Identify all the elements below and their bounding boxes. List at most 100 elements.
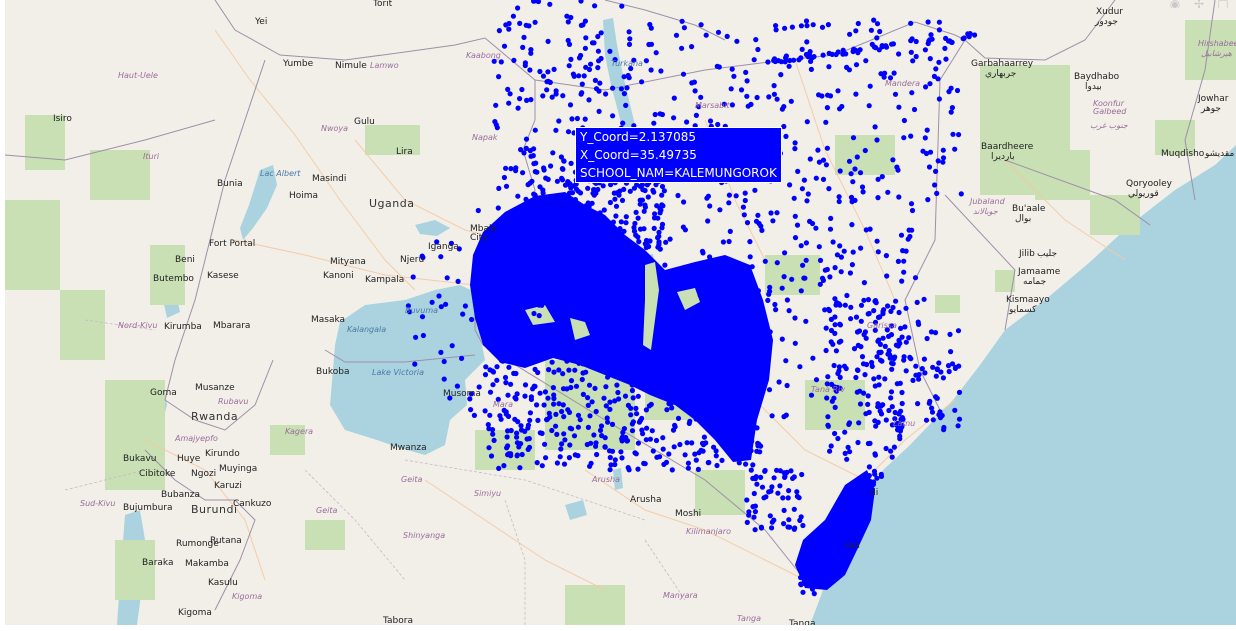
school-point[interactable]: [719, 310, 725, 316]
school-point[interactable]: [565, 19, 571, 25]
school-point[interactable]: [630, 419, 637, 425]
school-point[interactable]: [751, 57, 757, 63]
school-point[interactable]: [693, 416, 699, 422]
school-point[interactable]: [520, 44, 526, 51]
school-point[interactable]: [702, 396, 708, 402]
school-point[interactable]: [672, 422, 678, 428]
school-point[interactable]: [901, 354, 907, 360]
school-point[interactable]: [496, 185, 502, 191]
school-point[interactable]: [485, 422, 491, 428]
school-point[interactable]: [551, 369, 557, 375]
school-point[interactable]: [741, 447, 747, 453]
school-point[interactable]: [916, 372, 922, 378]
school-point[interactable]: [447, 395, 453, 401]
school-point[interactable]: [648, 41, 655, 47]
school-point[interactable]: [496, 465, 502, 471]
school-point[interactable]: [562, 437, 568, 443]
school-point[interactable]: [585, 361, 591, 368]
school-point[interactable]: [771, 517, 777, 523]
school-point[interactable]: [952, 146, 958, 152]
school-point[interactable]: [946, 368, 952, 375]
school-point[interactable]: [846, 421, 852, 427]
school-point[interactable]: [498, 59, 504, 65]
school-point[interactable]: [788, 468, 794, 474]
school-point[interactable]: [615, 389, 621, 396]
school-point[interactable]: [670, 376, 676, 382]
school-point[interactable]: [803, 318, 809, 324]
school-point[interactable]: [808, 66, 815, 72]
school-point[interactable]: [667, 236, 673, 242]
school-point[interactable]: [774, 96, 780, 102]
school-point[interactable]: [533, 0, 539, 4]
school-point[interactable]: [950, 131, 956, 137]
school-point[interactable]: [794, 222, 801, 228]
school-point[interactable]: [690, 394, 696, 400]
school-point[interactable]: [536, 302, 542, 308]
school-point[interactable]: [930, 364, 936, 370]
school-point[interactable]: [729, 102, 736, 108]
school-point[interactable]: [952, 365, 959, 371]
school-point[interactable]: [881, 307, 887, 313]
school-point[interactable]: [758, 443, 764, 449]
school-point[interactable]: [608, 182, 614, 188]
school-point[interactable]: [771, 83, 777, 89]
school-point[interactable]: [855, 367, 861, 373]
school-point[interactable]: [629, 387, 636, 394]
school-point[interactable]: [578, 52, 584, 59]
school-point[interactable]: [888, 395, 894, 401]
school-point[interactable]: [877, 408, 883, 414]
school-point[interactable]: [717, 207, 723, 213]
school-point[interactable]: [454, 383, 460, 389]
school-point[interactable]: [915, 401, 921, 407]
school-point[interactable]: [763, 494, 769, 500]
school-point[interactable]: [643, 437, 649, 443]
school-point[interactable]: [671, 95, 677, 101]
school-point[interactable]: [837, 374, 843, 380]
school-point[interactable]: [598, 423, 605, 429]
school-point[interactable]: [884, 327, 890, 333]
school-point[interactable]: [630, 395, 636, 401]
school-point[interactable]: [636, 239, 642, 245]
school-point[interactable]: [889, 41, 895, 47]
school-point[interactable]: [883, 445, 889, 452]
school-point[interactable]: [914, 299, 920, 305]
school-point[interactable]: [569, 116, 575, 122]
school-point[interactable]: [505, 392, 511, 398]
school-point[interactable]: [669, 405, 675, 411]
school-point[interactable]: [741, 212, 747, 218]
school-point[interactable]: [932, 182, 938, 188]
school-point[interactable]: [652, 111, 658, 118]
school-point[interactable]: [703, 32, 709, 38]
school-point[interactable]: [722, 280, 728, 286]
school-point[interactable]: [792, 235, 799, 241]
school-point[interactable]: [820, 52, 826, 58]
school-point[interactable]: [769, 484, 775, 490]
school-point[interactable]: [537, 240, 544, 246]
school-point[interactable]: [844, 456, 850, 462]
school-point[interactable]: [585, 200, 591, 206]
school-point[interactable]: [828, 215, 834, 221]
school-point[interactable]: [605, 419, 611, 425]
school-point[interactable]: [941, 427, 947, 433]
school-point[interactable]: [879, 43, 885, 49]
school-point[interactable]: [706, 459, 712, 466]
school-point[interactable]: [589, 362, 595, 368]
school-point[interactable]: [659, 183, 666, 190]
school-point[interactable]: [751, 514, 757, 520]
school-point[interactable]: [637, 201, 643, 207]
school-point[interactable]: [723, 422, 729, 428]
school-point[interactable]: [935, 158, 941, 164]
school-point[interactable]: [503, 409, 509, 415]
school-point[interactable]: [660, 376, 666, 382]
school-point[interactable]: [502, 374, 509, 381]
school-point[interactable]: [532, 127, 538, 133]
school-point[interactable]: [879, 174, 885, 180]
school-point[interactable]: [556, 202, 562, 208]
school-point[interactable]: [754, 481, 760, 487]
school-point[interactable]: [469, 316, 475, 323]
school-point[interactable]: [590, 242, 596, 248]
school-point[interactable]: [607, 399, 613, 405]
school-point[interactable]: [858, 476, 864, 482]
school-point[interactable]: [731, 73, 737, 79]
school-point[interactable]: [874, 21, 881, 27]
